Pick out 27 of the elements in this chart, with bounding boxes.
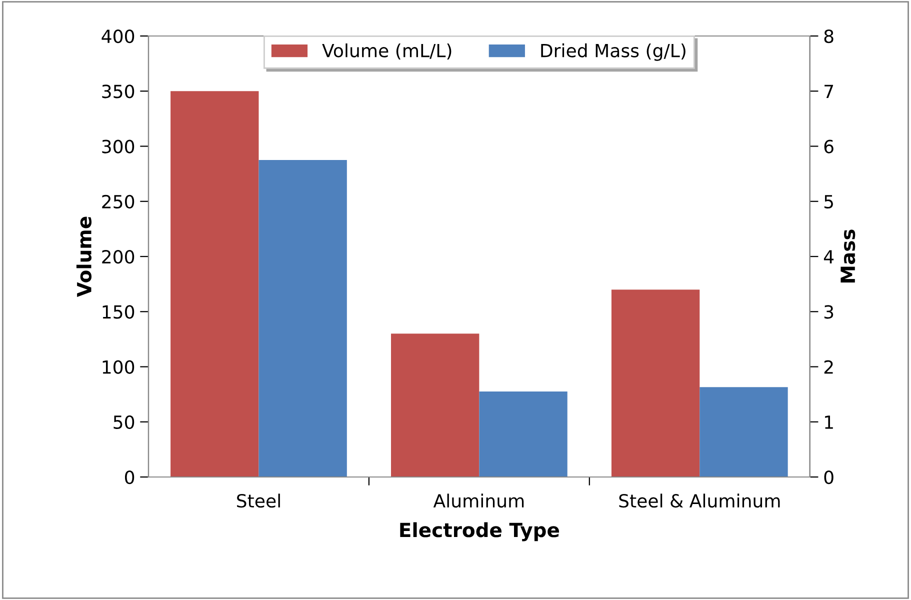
y-tick-label: 350 bbox=[102, 84, 134, 98]
y-tick-label: 250 bbox=[102, 194, 134, 208]
x-tick-label: Aluminum bbox=[433, 494, 524, 508]
y2-tick-label: 4 bbox=[824, 250, 834, 264]
y2-axis-title: Mass bbox=[840, 230, 856, 283]
y-tick-label: 100 bbox=[102, 360, 134, 374]
bar bbox=[611, 290, 700, 477]
legend-label: Volume (mL/L) bbox=[322, 43, 452, 60]
y-tick-label: 400 bbox=[102, 29, 134, 44]
legend-label: Dried Mass (g/L) bbox=[541, 43, 686, 61]
y-axis-title: Volume bbox=[76, 216, 92, 298]
x-tick-label: Steel bbox=[237, 494, 280, 508]
y2-tick-label: 6 bbox=[824, 140, 834, 154]
y2-tick-label: 1 bbox=[825, 416, 833, 429]
y-tick-label: 150 bbox=[102, 305, 134, 319]
y2-tick-label: 8 bbox=[824, 29, 834, 44]
y2-tick-label: 5 bbox=[824, 195, 833, 208]
y2-tick-label: 3 bbox=[824, 305, 834, 319]
y-tick-label: 50 bbox=[114, 415, 134, 429]
y-tick-label: 300 bbox=[102, 140, 134, 154]
y-tick-label: 200 bbox=[102, 250, 134, 264]
x-tick-label: Steel & Aluminum bbox=[619, 494, 780, 508]
y2-tick-label: 0 bbox=[824, 470, 834, 484]
y2-tick-label: 7 bbox=[824, 84, 834, 98]
y2-tick-label: 2 bbox=[824, 360, 833, 374]
y-tick-label: 0 bbox=[125, 470, 134, 484]
x-axis-title: Electrode Type bbox=[400, 522, 559, 542]
